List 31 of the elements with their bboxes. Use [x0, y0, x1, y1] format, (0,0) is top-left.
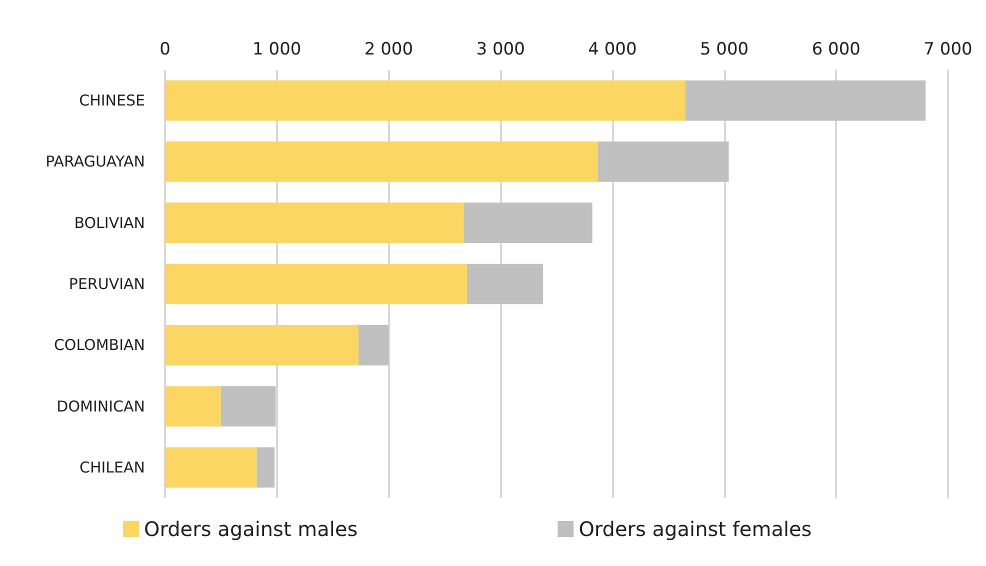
y-tick-label: DOMINICAN	[56, 397, 145, 416]
x-tick-label: 5 000	[700, 40, 749, 60]
y-tick-label: BOLIVIAN	[74, 214, 145, 232]
legend-label: Orders against males	[144, 517, 358, 541]
y-tick-label: PARAGUAYAN	[46, 152, 145, 171]
y-tick-label: COLOMBIAN	[54, 336, 145, 354]
y-tick-label: PERUVIAN	[68, 275, 145, 293]
x-tick-label: 6 000	[812, 40, 860, 60]
bar	[165, 202, 464, 244]
x-tick-label: 7 000	[924, 40, 972, 60]
legend-label: Orders against females	[578, 517, 812, 541]
bar	[256, 447, 275, 488]
bar	[467, 264, 544, 304]
bar	[165, 264, 468, 304]
bar	[358, 324, 389, 366]
bar	[165, 324, 359, 366]
bar	[685, 80, 926, 121]
x-tick-label: 0	[160, 40, 170, 60]
bar	[165, 80, 686, 121]
bar	[220, 386, 276, 426]
x-tick-label: 2 000	[364, 40, 414, 60]
x-tick-label: 1 000	[252, 40, 302, 60]
bar	[165, 386, 221, 426]
x-tick-label: 3 000	[476, 40, 525, 60]
bar	[165, 142, 598, 182]
bar	[598, 142, 729, 182]
bar	[464, 202, 592, 244]
y-tick-label: CHINESE	[79, 92, 145, 110]
bar	[165, 447, 257, 488]
y-tick-label: CHILEAN	[80, 458, 145, 476]
x-tick-label: 4 000	[588, 40, 637, 60]
